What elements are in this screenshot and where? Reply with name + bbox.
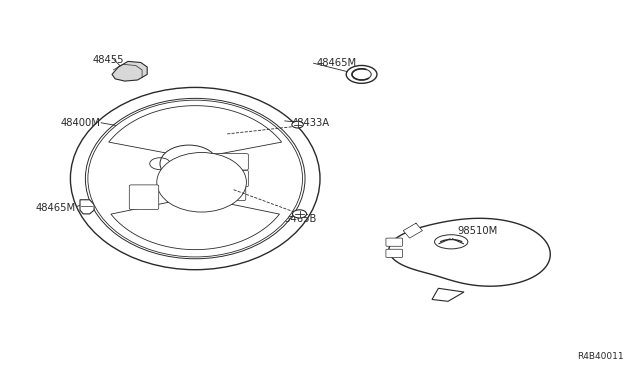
Polygon shape [112, 61, 147, 81]
Text: 48400M: 48400M [61, 118, 100, 128]
Ellipse shape [346, 65, 377, 83]
FancyBboxPatch shape [386, 249, 403, 257]
Ellipse shape [292, 210, 307, 218]
Ellipse shape [160, 145, 218, 182]
Polygon shape [403, 223, 422, 238]
Polygon shape [111, 197, 280, 250]
Text: 48465M: 48465M [317, 58, 357, 68]
Ellipse shape [88, 100, 303, 257]
FancyBboxPatch shape [209, 154, 248, 170]
Polygon shape [80, 200, 94, 214]
Ellipse shape [157, 153, 246, 212]
FancyBboxPatch shape [386, 238, 403, 246]
Text: 48455: 48455 [93, 55, 124, 64]
FancyBboxPatch shape [211, 186, 246, 201]
Ellipse shape [352, 69, 371, 80]
FancyBboxPatch shape [129, 185, 159, 209]
Text: 48433A: 48433A [291, 118, 330, 128]
Polygon shape [109, 106, 282, 158]
Text: 48465B: 48465B [278, 215, 317, 224]
Text: R4B40011: R4B40011 [577, 352, 624, 361]
FancyBboxPatch shape [209, 170, 248, 187]
Ellipse shape [292, 121, 303, 128]
Text: 98510M: 98510M [458, 226, 498, 235]
Text: 48465M: 48465M [35, 203, 76, 213]
Polygon shape [432, 288, 464, 301]
Polygon shape [389, 218, 550, 286]
